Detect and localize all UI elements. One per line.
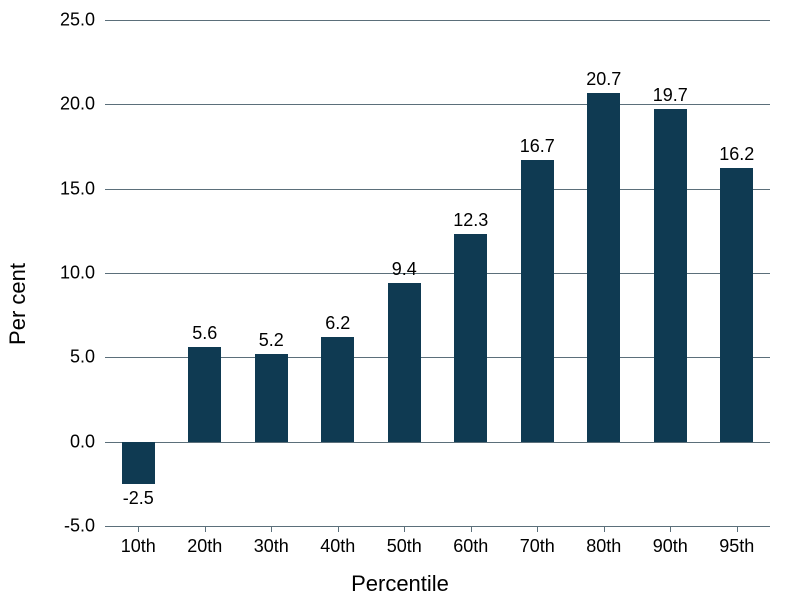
x-tick-label: 60th <box>453 536 488 557</box>
bar <box>587 93 620 442</box>
y-tick-label: 25.0 <box>60 10 105 31</box>
x-tick-mark <box>670 526 671 532</box>
y-tick-label: 0.0 <box>70 431 105 452</box>
y-tick-label: 15.0 <box>60 178 105 199</box>
x-tick-mark <box>604 526 605 532</box>
x-tick-label: 30th <box>254 536 289 557</box>
x-tick-mark <box>271 526 272 532</box>
y-tick-label: 10.0 <box>60 263 105 284</box>
x-tick-mark <box>737 526 738 532</box>
x-tick-label: 20th <box>187 536 222 557</box>
x-tick-mark <box>537 526 538 532</box>
bar-value-label: 6.2 <box>325 313 350 334</box>
x-tick-mark <box>471 526 472 532</box>
bar-value-label: 16.2 <box>719 144 754 165</box>
bar-value-label: 12.3 <box>453 210 488 231</box>
x-tick-mark <box>138 526 139 532</box>
bar <box>521 160 554 442</box>
x-tick-label: 95th <box>719 536 754 557</box>
bar <box>654 109 687 441</box>
x-tick-label: 70th <box>520 536 555 557</box>
gridline <box>105 442 770 443</box>
gridline <box>105 20 770 21</box>
bar-value-label: 5.6 <box>192 323 217 344</box>
y-tick-label: -5.0 <box>64 516 105 537</box>
x-tick-label: 10th <box>121 536 156 557</box>
x-tick-label: 80th <box>586 536 621 557</box>
x-tick-mark <box>404 526 405 532</box>
y-tick-label: 20.0 <box>60 94 105 115</box>
y-tick-label: 5.0 <box>70 347 105 368</box>
bar-value-label: 9.4 <box>392 259 417 280</box>
x-tick-label: 90th <box>653 536 688 557</box>
bar-value-label: 20.7 <box>586 69 621 90</box>
x-tick-label: 40th <box>320 536 355 557</box>
bar <box>454 234 487 441</box>
bar <box>122 442 155 484</box>
bar-value-label: 19.7 <box>653 85 688 106</box>
x-tick-mark <box>205 526 206 532</box>
x-tick-mark <box>338 526 339 532</box>
bar-value-label: -2.5 <box>123 488 154 509</box>
bar <box>720 168 753 441</box>
y-axis-title: Per cent <box>5 263 31 345</box>
bar <box>321 337 354 442</box>
plot-area: -5.00.05.010.015.020.025.0-2.510th5.620t… <box>105 20 770 527</box>
bar <box>188 347 221 441</box>
x-axis-title: Percentile <box>0 571 800 597</box>
percentile-bar-chart: Per cent -5.00.05.010.015.020.025.0-2.51… <box>0 0 800 607</box>
bar-value-label: 5.2 <box>259 330 284 351</box>
bar <box>388 283 421 442</box>
x-tick-label: 50th <box>387 536 422 557</box>
bar-value-label: 16.7 <box>520 136 555 157</box>
bar <box>255 354 288 442</box>
